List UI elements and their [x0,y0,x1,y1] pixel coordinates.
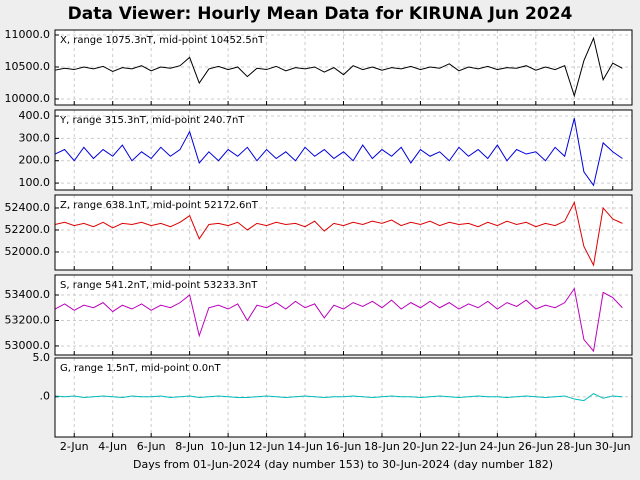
y-tick-label: 11000.0 [5,28,51,41]
data-line [54,287,623,353]
panel-border [54,29,633,106]
panel-border [54,194,633,271]
data-line [54,118,623,187]
panel-border [54,357,633,438]
y-tick-label: 53400.0 [5,288,51,301]
x-axis-label: Days from 01-Jun-2024 (day number 153) t… [133,458,553,471]
x-tick-label: 18-Jun [364,440,400,453]
y-tick-label: 200.0 [19,154,51,167]
panel-border [54,109,633,191]
y-tick-label: 10500.0 [5,60,51,73]
y-tick-label: 5.0 [33,351,51,364]
data-line [54,201,623,267]
x-tick-label: 10-Jun [210,440,246,453]
data-line [54,393,623,402]
chart-title: Data Viewer: Hourly Mean Data for KIRUNA… [68,4,573,24]
y-tick-label: 52200.0 [5,223,51,236]
y-tick-label: 52000.0 [5,245,51,258]
x-tick-label: 24-Jun [479,440,515,453]
x-tick-label: 6-Jun [137,440,166,453]
x-tick-label: 22-Jun [441,440,477,453]
x-tick-label: 28-Jun [556,440,592,453]
panel-label: Y, range 315.3nT, mid-point 240.7nT [59,115,245,126]
x-tick-label: 20-Jun [403,440,439,453]
x-tick-label: 14-Jun [287,440,323,453]
x-tick-label: 2-Jun [60,440,89,453]
y-tick-label: 53000.0 [5,339,51,352]
y-tick-label: .0 [40,390,51,403]
panel-label: G, range 1.5nT, mid-point 0.0nT [60,363,221,374]
panel-label: S, range 541.2nT, mid-point 53233.3nT [60,280,258,291]
y-tick-label: 100.0 [19,176,51,189]
x-tick-label: 4-Jun [98,440,127,453]
x-tick-label: 16-Jun [326,440,362,453]
data-line [54,36,623,98]
panel-border [54,274,633,356]
y-tick-label: 400.0 [19,109,51,122]
x-tick-label: 12-Jun [249,440,285,453]
y-tick-label: 300.0 [19,131,51,144]
x-tick-label: 26-Jun [518,440,554,453]
y-tick-label: 10000.0 [5,92,51,105]
x-tick-label: 30-Jun [595,440,631,453]
panel-label: X, range 1075.3nT, mid-point 10452.5nT [60,35,265,46]
panel-label: Z, range 638.1nT, mid-point 52172.6nT [60,200,259,211]
x-tick-label: 8-Jun [175,440,204,453]
y-tick-label: 53200.0 [5,313,51,326]
y-tick-label: 52400.0 [5,201,51,214]
